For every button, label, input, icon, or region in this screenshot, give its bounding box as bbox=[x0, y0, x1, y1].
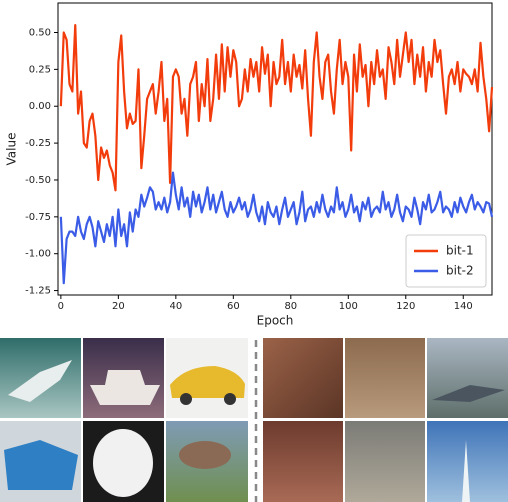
y-tick-label: -1.00 bbox=[25, 249, 51, 260]
x-tick-label: 20 bbox=[112, 301, 125, 312]
plot-frame bbox=[57, 2, 493, 296]
y-tick-label: -1.25 bbox=[25, 286, 51, 297]
image-grid-left bbox=[0, 338, 248, 502]
image-cat bbox=[345, 421, 425, 502]
x-tick-label: 60 bbox=[227, 301, 240, 312]
legend-box bbox=[405, 234, 487, 288]
image-shape bbox=[224, 393, 236, 405]
image-shape bbox=[170, 366, 245, 398]
image-grid-right bbox=[263, 338, 508, 502]
plot: -1.25 -1.00 -0.75 -0.50 -0.25 0.00 0.25 0.50 0 20… bbox=[5, 2, 494, 328]
y-tick-label: 0.50 bbox=[29, 27, 51, 38]
x-axis-label: Epoch bbox=[257, 314, 294, 328]
y-tick-label: 0.00 bbox=[29, 101, 51, 112]
y-tick-label: -0.75 bbox=[25, 212, 51, 223]
series-line bbox=[59, 171, 494, 285]
legend-label: bit-2 bbox=[446, 264, 474, 278]
image-shape bbox=[90, 370, 160, 405]
image-shape bbox=[180, 393, 192, 405]
x-tick-label: 40 bbox=[169, 301, 182, 312]
image-noise bbox=[263, 338, 343, 418]
x-tick-label: 80 bbox=[284, 301, 297, 312]
x-tick-label: 100 bbox=[339, 301, 358, 312]
image-room-2 bbox=[263, 421, 343, 502]
image-shape bbox=[462, 440, 470, 502]
x-tick-label: 0 bbox=[58, 301, 64, 312]
image-shape bbox=[8, 360, 72, 402]
x-tick-label: 140 bbox=[454, 301, 473, 312]
image-shape bbox=[432, 385, 505, 402]
image-shape bbox=[179, 441, 231, 469]
image-shape bbox=[93, 429, 153, 497]
y-axis-label: Value bbox=[5, 133, 19, 166]
image-room bbox=[345, 338, 425, 418]
legend-label: bit-1 bbox=[446, 244, 474, 258]
y-tick-label: 0.25 bbox=[29, 64, 51, 75]
y-tick-label: -0.50 bbox=[25, 175, 51, 186]
x-tick-label: 120 bbox=[396, 301, 415, 312]
image-jet bbox=[427, 338, 508, 418]
image-shape bbox=[4, 440, 78, 490]
series-line bbox=[59, 24, 494, 192]
y-tick-label: -0.25 bbox=[25, 138, 51, 149]
